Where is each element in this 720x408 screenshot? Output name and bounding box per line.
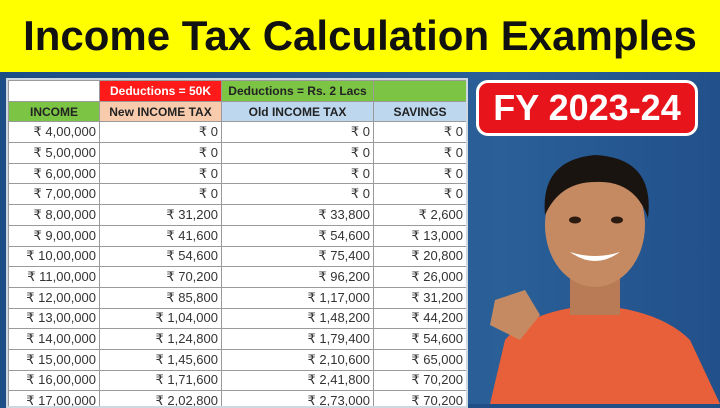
new-tax-cell: ₹ 1,45,600	[99, 348, 222, 371]
savings-cell: ₹ 2,600	[373, 204, 466, 226]
old-tax-cell: ₹ 54,600	[221, 224, 374, 247]
group-header-new: Deductions = 50K	[99, 80, 222, 102]
shirt	[490, 305, 720, 404]
presenter-image	[490, 155, 720, 404]
old-tax-cell: ₹ 1,17,000	[221, 286, 374, 309]
income-cell: ₹ 14,00,000	[8, 328, 100, 350]
savings-cell: ₹ 65,000	[373, 348, 466, 371]
income-cell: ₹ 12,00,000	[8, 286, 100, 309]
table-row: ₹ 14,00,000 ₹ 1,24,800 ₹ 1,79,400 ₹ 54,600	[8, 328, 466, 350]
income-cell: ₹ 13,00,000	[8, 307, 100, 330]
table-row: ₹ 8,00,000 ₹ 31,200 ₹ 33,800 ₹ 2,600	[8, 204, 466, 226]
table-row: ₹ 11,00,000 ₹ 70,200 ₹ 96,200 ₹ 26,000	[8, 266, 466, 288]
table-row: ₹ 6,00,000 ₹ 0 ₹ 0 ₹ 0	[8, 162, 466, 185]
income-cell: ₹ 6,00,000	[8, 162, 100, 185]
new-tax-cell: ₹ 0	[99, 162, 222, 185]
table-row: ₹ 12,00,000 ₹ 85,800 ₹ 1,17,000 ₹ 31,200	[8, 286, 466, 309]
savings-cell: ₹ 0	[373, 121, 466, 144]
new-tax-cell: ₹ 85,800	[99, 286, 222, 309]
old-tax-cell: ₹ 0	[221, 162, 374, 185]
new-tax-cell: ₹ 1,04,000	[99, 307, 222, 330]
old-tax-cell: ₹ 0	[221, 121, 374, 144]
savings-cell: ₹ 70,200	[373, 369, 466, 392]
old-tax-cell: ₹ 96,200	[221, 266, 374, 288]
column-header-new-tax: New INCOME TAX	[99, 100, 222, 123]
thumbnail-title: Income Tax Calculation Examples	[0, 0, 720, 72]
old-tax-cell: ₹ 75,400	[221, 245, 374, 268]
right-eye	[611, 216, 623, 224]
face	[545, 163, 645, 287]
old-tax-cell: ₹ 0	[221, 142, 374, 164]
income-cell: ₹ 11,00,000	[8, 266, 100, 288]
group-header-row: Deductions = 50K Deductions = Rs. 2 Lacs	[8, 80, 466, 102]
table-row: ₹ 13,00,000 ₹ 1,04,000 ₹ 1,48,200 ₹ 44,200	[8, 307, 466, 330]
smile	[570, 252, 620, 261]
income-cell: ₹ 17,00,000	[8, 390, 100, 406]
table-row: ₹ 7,00,000 ₹ 0 ₹ 0 ₹ 0	[8, 183, 466, 206]
group-header-empty-2	[373, 80, 466, 102]
table-row: ₹ 5,00,000 ₹ 0 ₹ 0 ₹ 0	[8, 142, 466, 164]
table-row: ₹ 10,00,000 ₹ 54,600 ₹ 75,400 ₹ 20,800	[8, 245, 466, 268]
new-tax-cell: ₹ 0	[99, 121, 222, 144]
new-tax-cell: ₹ 31,200	[99, 204, 222, 226]
new-tax-cell: ₹ 0	[99, 183, 222, 206]
savings-cell: ₹ 0	[373, 142, 466, 164]
table-row: ₹ 4,00,000 ₹ 0 ₹ 0 ₹ 0	[8, 121, 466, 144]
pointing-hand	[490, 290, 540, 340]
old-tax-cell: ₹ 0	[221, 183, 374, 206]
savings-cell: ₹ 13,000	[373, 224, 466, 247]
group-header-old: Deductions = Rs. 2 Lacs	[221, 80, 374, 102]
income-cell: ₹ 4,00,000	[8, 121, 100, 144]
new-tax-cell: ₹ 41,600	[99, 224, 222, 247]
income-cell: ₹ 7,00,000	[8, 183, 100, 206]
table-row: ₹ 17,00,000 ₹ 2,02,800 ₹ 2,73,000 ₹ 70,200	[8, 390, 466, 406]
income-cell: ₹ 9,00,000	[8, 224, 100, 247]
old-tax-cell: ₹ 2,41,800	[221, 369, 374, 392]
savings-cell: ₹ 44,200	[373, 307, 466, 330]
new-tax-cell: ₹ 1,24,800	[99, 328, 222, 350]
new-tax-cell: ₹ 1,71,600	[99, 369, 222, 392]
hair	[544, 155, 649, 218]
column-header-savings: SAVINGS	[373, 100, 466, 123]
column-header-income: INCOME	[8, 100, 100, 123]
income-cell: ₹ 5,00,000	[8, 142, 100, 164]
income-cell: ₹ 10,00,000	[8, 245, 100, 268]
new-tax-cell: ₹ 70,200	[99, 266, 222, 288]
old-tax-cell: ₹ 1,48,200	[221, 307, 374, 330]
column-header-old-tax: Old INCOME TAX	[221, 100, 374, 123]
tax-table: Deductions = 50K Deductions = Rs. 2 Lacs…	[6, 78, 468, 408]
savings-cell: ₹ 0	[373, 183, 466, 206]
table-row: ₹ 15,00,000 ₹ 1,45,600 ₹ 2,10,600 ₹ 65,000	[8, 348, 466, 371]
table-row: ₹ 9,00,000 ₹ 41,600 ₹ 54,600 ₹ 13,000	[8, 224, 466, 247]
old-tax-cell: ₹ 2,10,600	[221, 348, 374, 371]
savings-cell: ₹ 20,800	[373, 245, 466, 268]
savings-cell: ₹ 54,600	[373, 328, 466, 350]
new-tax-cell: ₹ 54,600	[99, 245, 222, 268]
savings-cell: ₹ 31,200	[373, 286, 466, 309]
new-tax-cell: ₹ 0	[99, 142, 222, 164]
income-cell: ₹ 15,00,000	[8, 348, 100, 371]
income-cell: ₹ 8,00,000	[8, 204, 100, 226]
new-tax-cell: ₹ 2,02,800	[99, 390, 222, 406]
savings-cell: ₹ 0	[373, 162, 466, 185]
group-header-empty	[8, 80, 100, 102]
old-tax-cell: ₹ 33,800	[221, 204, 374, 226]
old-tax-cell: ₹ 1,79,400	[221, 328, 374, 350]
left-eye	[569, 216, 581, 224]
income-cell: ₹ 16,00,000	[8, 369, 100, 392]
savings-cell: ₹ 26,000	[373, 266, 466, 288]
column-header-row: INCOME New INCOME TAX Old INCOME TAX SAV…	[8, 100, 466, 123]
savings-cell: ₹ 70,200	[373, 390, 466, 406]
table-row: ₹ 16,00,000 ₹ 1,71,600 ₹ 2,41,800 ₹ 70,200	[8, 369, 466, 392]
fy-badge: FY 2023-24	[476, 80, 698, 136]
old-tax-cell: ₹ 2,73,000	[221, 390, 374, 406]
